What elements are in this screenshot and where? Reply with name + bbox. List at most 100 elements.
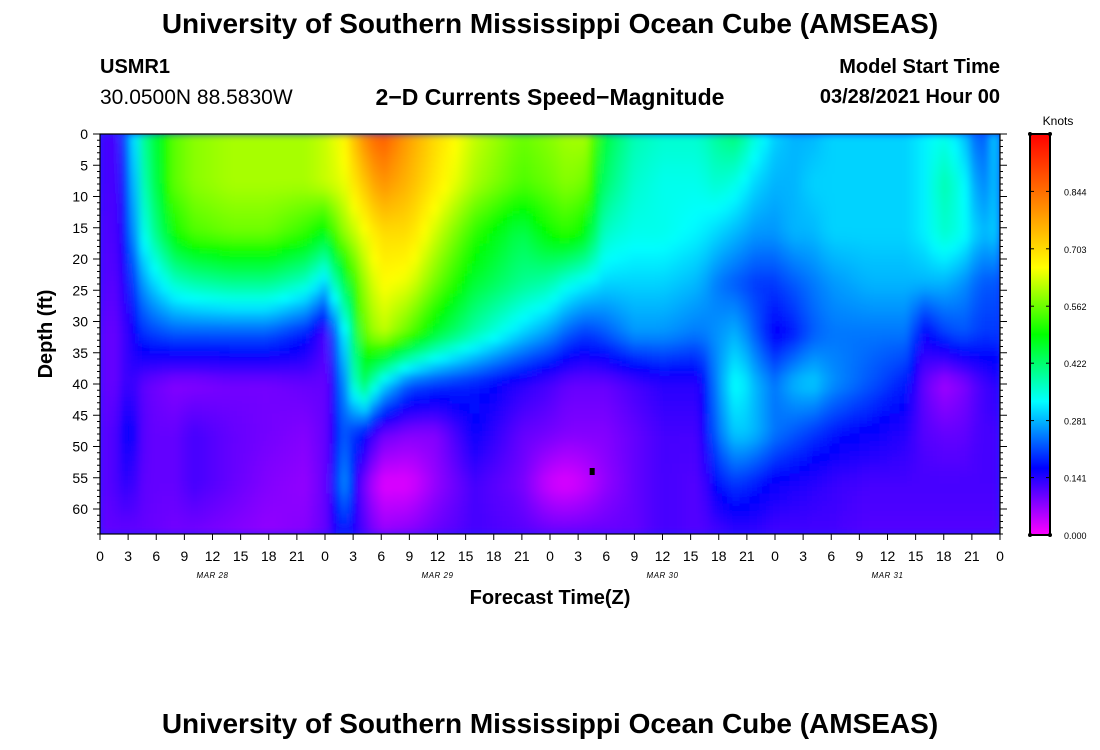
heatmap-cell xyxy=(279,293,291,305)
heatmap-cell xyxy=(939,483,951,495)
heatmap-cell xyxy=(859,203,871,215)
heatmap-cell xyxy=(809,253,821,265)
heatmap-cell xyxy=(389,223,401,235)
heatmap-cell xyxy=(759,403,771,415)
heatmap-cell xyxy=(419,173,431,185)
heatmap-cell xyxy=(409,353,421,365)
heatmap-cell xyxy=(369,173,381,185)
heatmap-cell xyxy=(929,503,941,515)
heatmap-cell xyxy=(659,383,671,395)
heatmap-cell xyxy=(139,323,151,335)
heatmap-cell xyxy=(679,413,691,425)
heatmap-cell xyxy=(699,223,711,235)
heatmap-cell xyxy=(379,283,391,295)
heatmap-cell xyxy=(469,283,481,295)
heatmap-cell xyxy=(159,273,171,285)
heatmap-cell xyxy=(269,483,281,495)
y-tick-label: 40 xyxy=(72,376,88,392)
heatmap-cell xyxy=(749,273,761,285)
heatmap-cell xyxy=(469,253,481,265)
heatmap-cell xyxy=(609,243,621,255)
heatmap-cell xyxy=(489,283,501,295)
heatmap-cell xyxy=(509,513,521,525)
heatmap-cell xyxy=(869,333,881,345)
heatmap-cell xyxy=(469,493,481,505)
heatmap-cell xyxy=(409,473,421,485)
heatmap-cell xyxy=(549,403,561,415)
heatmap-cell xyxy=(979,333,991,345)
heatmap-cell xyxy=(939,253,951,265)
heatmap-cell xyxy=(319,363,331,375)
heatmap-cell xyxy=(169,393,181,405)
heatmap-cell xyxy=(349,313,361,325)
heatmap-cell xyxy=(419,273,431,285)
heatmap-cell xyxy=(389,333,401,345)
heatmap-cell xyxy=(109,363,121,375)
heatmap-cell xyxy=(189,523,201,534)
heatmap-cell xyxy=(379,483,391,495)
heatmap-cell xyxy=(399,463,411,475)
heatmap-cell xyxy=(809,373,821,385)
heatmap-cell xyxy=(329,443,341,455)
heatmap-cell xyxy=(649,213,661,225)
heatmap-cell xyxy=(979,423,991,435)
heatmap-cell xyxy=(379,513,391,525)
heatmap-cell xyxy=(369,203,381,215)
heatmap-cell xyxy=(749,393,761,405)
heatmap-cell xyxy=(409,243,421,255)
heatmap-cell xyxy=(989,253,1000,265)
heatmap-cell xyxy=(879,173,891,185)
heatmap-cell xyxy=(349,134,361,145)
heatmap-cell xyxy=(719,203,731,215)
heatmap-cell xyxy=(479,173,491,185)
heatmap-cell xyxy=(579,383,591,395)
heatmap-cell xyxy=(469,443,481,455)
heatmap-cell xyxy=(229,153,241,165)
heatmap-cell xyxy=(479,493,491,505)
heatmap-cell xyxy=(599,173,611,185)
heatmap-cell xyxy=(319,153,331,165)
heatmap-cell xyxy=(599,283,611,295)
heatmap-cell xyxy=(239,163,251,175)
heatmap-cell xyxy=(459,503,471,515)
heatmap-cell xyxy=(979,223,991,235)
heatmap-cell xyxy=(299,233,311,245)
heatmap-cell xyxy=(139,363,151,375)
heatmap-cell xyxy=(679,343,691,355)
heatmap-cell xyxy=(529,453,541,465)
heatmap-cell xyxy=(279,443,291,455)
heatmap-cell xyxy=(789,313,801,325)
heatmap-cell xyxy=(269,143,281,155)
heatmap-cell xyxy=(209,493,221,505)
heatmap-cell xyxy=(929,243,941,255)
heatmap-cell xyxy=(259,423,271,435)
heatmap-cell xyxy=(929,203,941,215)
heatmap-cell xyxy=(109,493,121,505)
heatmap-cell xyxy=(159,283,171,295)
heatmap-cell xyxy=(719,403,731,415)
heatmap-cell xyxy=(909,483,921,495)
heatmap-cell xyxy=(989,423,1000,435)
heatmap-cell xyxy=(909,313,921,325)
heatmap-cell xyxy=(319,203,331,215)
heatmap-cell xyxy=(729,443,741,455)
heatmap-cell xyxy=(659,323,671,335)
heatmap-cell xyxy=(189,513,201,525)
heatmap-cell xyxy=(169,423,181,435)
heatmap-cell xyxy=(339,193,351,205)
heatmap-cell xyxy=(409,503,421,515)
heatmap-cell xyxy=(839,303,851,315)
heatmap-cell xyxy=(359,523,371,534)
heatmap-cell xyxy=(429,253,441,265)
heatmap-cell xyxy=(779,523,791,534)
heatmap-cell xyxy=(199,343,211,355)
heatmap-cell xyxy=(259,443,271,455)
heatmap-cell xyxy=(629,223,641,235)
heatmap-cell xyxy=(399,153,411,165)
heatmap-cell xyxy=(129,163,141,175)
heatmap-cell xyxy=(969,313,981,325)
heatmap-cell xyxy=(529,473,541,485)
heatmap-cell xyxy=(229,143,241,155)
heatmap-cell xyxy=(669,283,681,295)
heatmap-cell xyxy=(279,263,291,275)
